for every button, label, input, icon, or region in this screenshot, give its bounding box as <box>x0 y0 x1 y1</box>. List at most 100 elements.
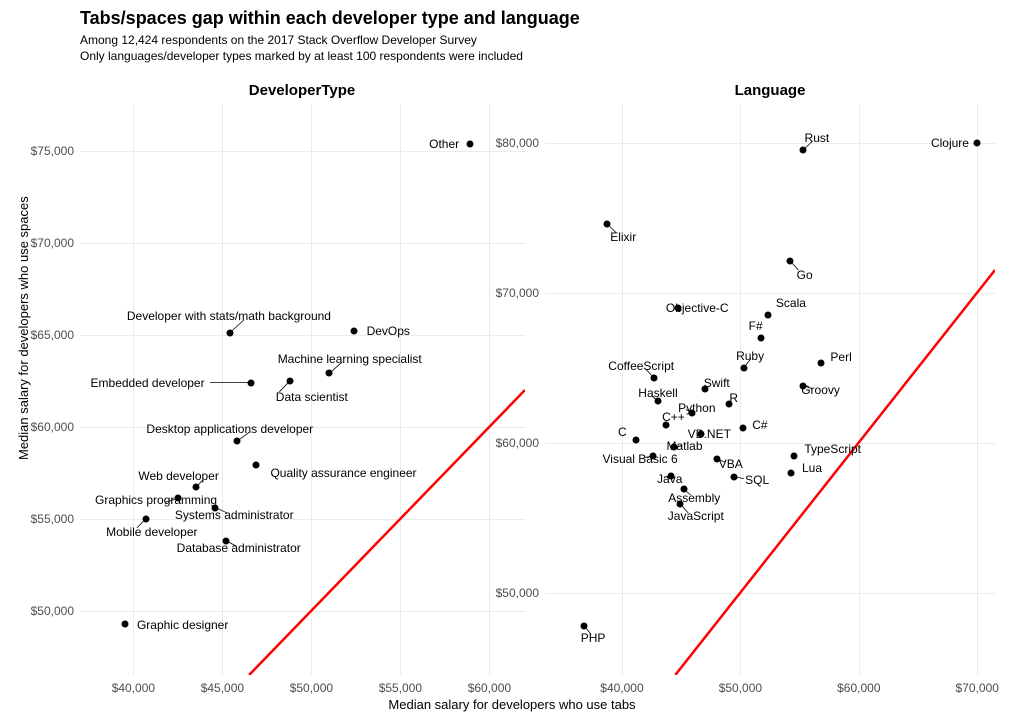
panel-developer-type: $50,000$55,000$60,000$65,000$70,000$75,0… <box>80 105 525 675</box>
data-point <box>233 438 240 445</box>
gridline-v <box>859 105 860 675</box>
data-point-label: SQL <box>745 474 769 486</box>
data-point <box>226 330 233 337</box>
data-point <box>974 139 981 146</box>
data-point-label: JavaScript <box>668 510 724 522</box>
data-point-label: Developer with stats/math background <box>127 310 331 322</box>
y-tick-label: $60,000 <box>496 436 539 450</box>
x-axis-title: Median salary for developers who use tab… <box>362 697 662 712</box>
y-tick-label: $80,000 <box>496 136 539 150</box>
gridline-h <box>80 611 525 612</box>
data-point-label: Java <box>657 473 682 485</box>
y-tick-label: $70,000 <box>31 236 74 250</box>
x-tick-label: $55,000 <box>379 681 422 695</box>
data-point <box>121 620 128 627</box>
data-point <box>247 379 254 386</box>
data-point-label: DevOps <box>367 325 410 337</box>
gridline-v <box>133 105 134 675</box>
data-point-label: Ruby <box>736 350 764 362</box>
data-point-label: Go <box>797 269 813 281</box>
data-point-label: Web developer <box>138 470 219 482</box>
x-tick-label: $50,000 <box>290 681 333 695</box>
data-point-label: Lua <box>802 462 822 474</box>
data-point <box>817 360 824 367</box>
data-point-label: Data scientist <box>276 391 348 403</box>
data-point-label: TypeScript <box>804 443 861 455</box>
gridline-v <box>977 105 978 675</box>
data-point <box>740 364 747 371</box>
y-tick-label: $65,000 <box>31 328 74 342</box>
data-point-label: Scala <box>776 297 806 309</box>
data-point-label: PHP <box>581 632 606 644</box>
data-point-label: Haskell <box>638 387 677 399</box>
data-point-label: CoffeeScript <box>608 360 674 372</box>
data-point <box>603 220 610 227</box>
gridline-v <box>400 105 401 675</box>
gridline-h <box>545 593 995 594</box>
data-point-label: Graphic designer <box>137 619 228 631</box>
data-point-label: Embedded developer <box>91 377 205 389</box>
y-axis-title: Median salary for developers who use spa… <box>16 196 31 460</box>
data-point-label: Database administrator <box>177 542 301 554</box>
data-point <box>788 469 795 476</box>
data-point-label: Objective-C <box>666 302 729 314</box>
data-point-label: Groovy <box>801 384 840 396</box>
gridline-h <box>545 143 995 144</box>
data-point-label: Desktop applications developer <box>146 423 313 435</box>
data-point-label: Mobile developer <box>106 526 197 538</box>
data-point-label: Other <box>429 138 459 150</box>
gridline-h <box>545 293 995 294</box>
data-point-label: Visual Basic 6 <box>602 453 677 465</box>
gridline-v <box>222 105 223 675</box>
data-point-label: Perl <box>830 351 851 363</box>
data-point <box>787 258 794 265</box>
data-point <box>731 474 738 481</box>
data-point-label: Machine learning specialist <box>278 353 422 365</box>
data-point-label: C# <box>752 419 767 431</box>
data-point <box>650 375 657 382</box>
y-tick-label: $70,000 <box>496 286 539 300</box>
chart-subtitle: Among 12,424 respondents on the 2017 Sta… <box>80 32 523 64</box>
x-tick-label: $60,000 <box>468 681 511 695</box>
data-point <box>581 622 588 629</box>
gridline-v <box>622 105 623 675</box>
y-tick-label: $60,000 <box>31 420 74 434</box>
gridline-h <box>80 151 525 152</box>
chart-title: Tabs/spaces gap within each developer ty… <box>80 8 580 29</box>
gridline-h <box>80 243 525 244</box>
figure: Tabs/spaces gap within each developer ty… <box>0 0 1024 717</box>
data-point-label: C++ <box>662 411 685 423</box>
y-tick-label: $75,000 <box>31 144 74 158</box>
data-point-label: Systems administrator <box>175 509 294 521</box>
data-point-label: VBA <box>719 458 743 470</box>
gridline-v <box>740 105 741 675</box>
data-point <box>192 484 199 491</box>
gridline-h <box>80 335 525 336</box>
data-point <box>287 377 294 384</box>
data-point-label: Clojure <box>931 137 969 149</box>
data-point <box>466 140 473 147</box>
data-point-label: R <box>729 392 738 404</box>
x-tick-label: $45,000 <box>201 681 244 695</box>
facet-title-developer-type: DeveloperType <box>242 82 362 99</box>
data-point-label: Quality assurance engineer <box>270 467 416 479</box>
data-point <box>633 436 640 443</box>
facet-title-language: Language <box>710 82 830 99</box>
data-point-label: Swift <box>704 377 730 389</box>
data-point-label: F# <box>749 320 763 332</box>
data-point <box>326 370 333 377</box>
data-point <box>800 147 807 154</box>
x-tick-label: $40,000 <box>600 681 643 695</box>
x-tick-label: $60,000 <box>837 681 880 695</box>
x-tick-label: $70,000 <box>956 681 999 695</box>
data-point <box>351 328 358 335</box>
x-tick-label: $40,000 <box>112 681 155 695</box>
data-point-label: Rust <box>805 132 830 144</box>
y-tick-label: $50,000 <box>496 586 539 600</box>
panel-language: $50,000$60,000$70,000$80,000$40,000$50,0… <box>545 105 995 675</box>
y-tick-label: $55,000 <box>31 512 74 526</box>
data-point <box>757 334 764 341</box>
data-point <box>790 453 797 460</box>
y-tick-label: $50,000 <box>31 604 74 618</box>
data-point <box>253 462 260 469</box>
